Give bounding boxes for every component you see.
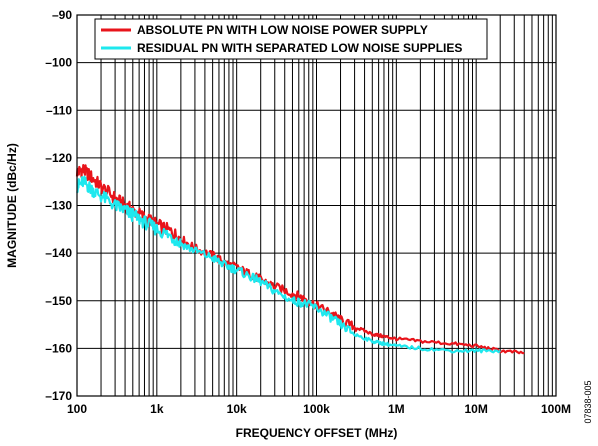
y-tick-label: –130 xyxy=(45,199,72,213)
x-tick-label: 100 xyxy=(67,402,87,416)
x-tick-label: 10k xyxy=(227,402,247,416)
x-tick-label: 100M xyxy=(541,402,571,416)
y-tick-label: –110 xyxy=(46,103,72,117)
plot-frame xyxy=(76,14,557,397)
y-tick-label: –150 xyxy=(45,294,72,308)
x-tick-labels: 100 1k 10k 100k 1M 10M 100M xyxy=(67,402,571,416)
y-tick-label: –160 xyxy=(45,341,72,355)
x-tick-label: 1M xyxy=(388,402,405,416)
y-tick-label: –140 xyxy=(45,246,72,260)
legend-label: RESIDUAL PN WITH SEPARATED LOW NOISE SUP… xyxy=(137,41,462,55)
x-axis-title: FREQUENCY OFFSET (MHz) xyxy=(236,426,398,440)
y-tick-label: –120 xyxy=(45,151,72,165)
y-tick-labels: –90 –100 –110 –120 –130 –140 –150 –160 –170 xyxy=(45,8,72,403)
y-tick-label: –90 xyxy=(52,8,72,22)
series-layer xyxy=(75,164,525,355)
legend-box xyxy=(94,18,488,60)
x-tick-label: 10M xyxy=(464,402,487,416)
legend: ABSOLUTE PN WITH LOW NOISE POWER SUPPLY R… xyxy=(94,18,488,60)
x-tick-label: 1k xyxy=(150,402,164,416)
y-axis-title: MAGNITUDE (dBc/Hz) xyxy=(5,143,19,268)
legend-label: ABSOLUTE PN WITH LOW NOISE POWER SUPPLY xyxy=(137,23,428,37)
figure-id: 07838-005 xyxy=(583,380,593,423)
y-tick-label: –100 xyxy=(45,56,72,70)
x-tick-label: 100k xyxy=(303,402,330,416)
y-tick-label: –170 xyxy=(45,389,72,403)
series-line-residual-pn xyxy=(76,175,501,354)
